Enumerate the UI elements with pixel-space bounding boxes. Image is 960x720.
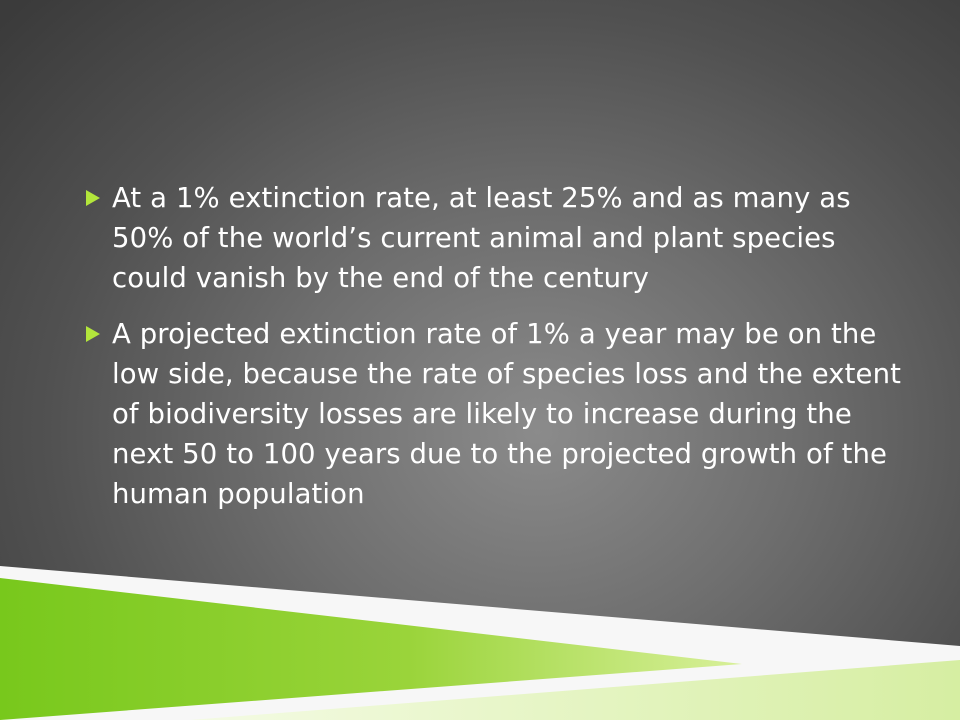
- decor-green-band: [0, 578, 742, 720]
- decor-white-band: [0, 566, 960, 720]
- bullet-item: At a 1% extinction rate, at least 25% an…: [86, 178, 916, 298]
- triangle-bullet-icon: [86, 190, 100, 206]
- bullet-item: A projected extinction rate of 1% a year…: [86, 314, 916, 514]
- bullet-text: A projected extinction rate of 1% a year…: [112, 318, 901, 510]
- triangle-bullet-icon: [86, 326, 100, 342]
- decor-light-band: [190, 660, 960, 720]
- bullet-list: At a 1% extinction rate, at least 25% an…: [86, 178, 916, 530]
- bullet-text: At a 1% extinction rate, at least 25% an…: [112, 182, 851, 294]
